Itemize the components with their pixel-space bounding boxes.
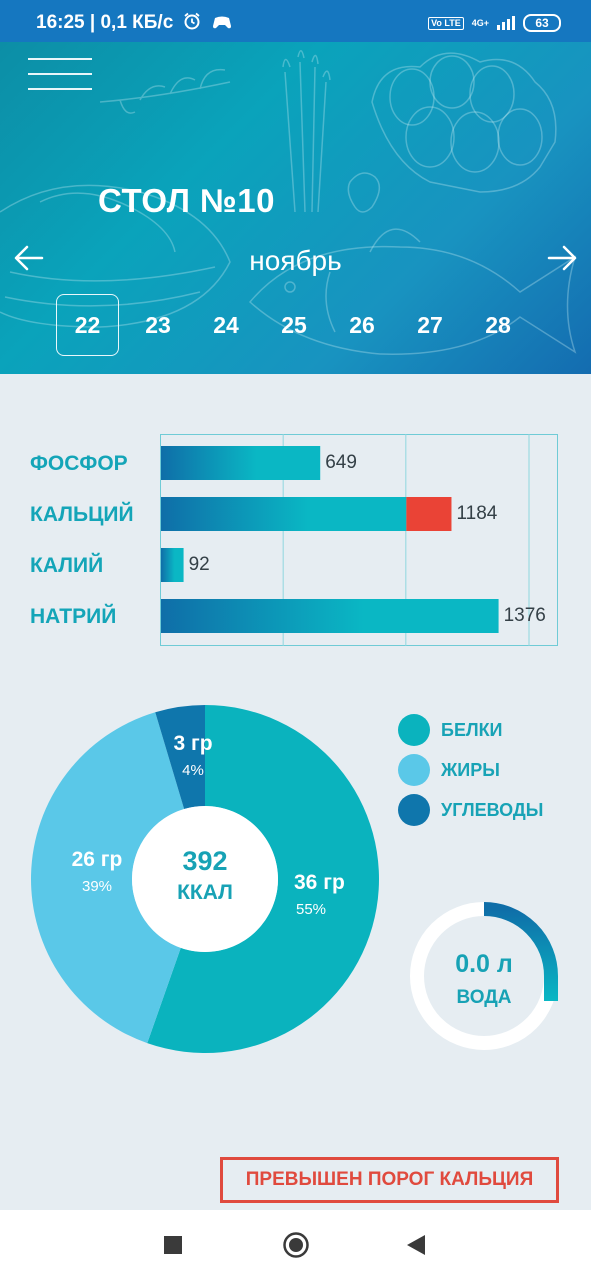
legend-item-carbs: УГЛЕВОДЫ xyxy=(398,790,543,830)
diet-title: СТОЛ №10 xyxy=(98,182,276,219)
date-item[interactable]: 23 xyxy=(145,311,171,338)
legend-swatch xyxy=(398,714,430,746)
home-icon[interactable] xyxy=(282,1231,310,1259)
mineral-bar xyxy=(161,446,321,480)
slice-label-carbs: 3 гр 4% xyxy=(161,732,225,779)
food-sketch-background xyxy=(0,50,577,355)
proteins-percent: 55% xyxy=(296,901,327,918)
mineral-label-calcium: КАЛЬЦИЙ xyxy=(30,503,134,526)
chart-bars xyxy=(161,446,499,633)
month-label: ноябрь xyxy=(249,245,342,276)
donut-hole xyxy=(132,806,278,952)
water-ring[interactable] xyxy=(408,900,560,1052)
mineral-label-sodium: НАТРИЙ xyxy=(30,605,117,628)
chart-frame xyxy=(160,434,558,646)
mineral-value-label: 649 xyxy=(325,452,357,473)
gamepad-icon xyxy=(212,16,231,29)
arrow-left-icon[interactable] xyxy=(12,240,46,276)
volte-badge: Vo LTE xyxy=(428,16,464,30)
mineral-label-potassium: КАЛИЙ xyxy=(30,554,104,577)
arrow-right-icon[interactable] xyxy=(545,240,579,276)
menu-icon xyxy=(28,58,92,90)
macros-legend: БЕЛКИ ЖИРЫ УГЛЕВОДЫ xyxy=(398,710,543,830)
mineral-bar xyxy=(161,599,499,633)
slice-label-fats: 26 гр 39% xyxy=(52,848,142,895)
date-item-selected[interactable]: 22 xyxy=(56,294,119,356)
mineral-bar xyxy=(161,548,184,582)
network-speed: 0,1 КБ/с xyxy=(100,12,174,33)
date-item[interactable]: 28 xyxy=(485,311,511,338)
legend-swatch xyxy=(398,754,430,786)
legend-item-fats: ЖИРЫ xyxy=(398,750,543,790)
mineral-value-label: 92 xyxy=(188,554,210,575)
calories-unit: ККАЛ xyxy=(177,881,233,904)
mineral-bar-exceeded xyxy=(406,497,452,531)
status-icons: Vo LTE 4G+ 63 xyxy=(428,14,561,32)
mineral-value-label: 1184 xyxy=(456,503,498,524)
mineral-label-phosphorus: ФОСФОР xyxy=(30,452,128,475)
water-ring-arc xyxy=(483,902,558,1001)
water-value: 0.0 л xyxy=(455,950,513,978)
minerals-chart-svg xyxy=(160,434,558,646)
calories-value: 392 xyxy=(182,846,228,876)
macros-donut-chart xyxy=(30,705,379,1053)
clock: 16:25 xyxy=(36,12,85,33)
battery-icon: 63 xyxy=(523,14,561,32)
legend-label: ЖИРЫ xyxy=(441,759,500,780)
network-type: 4G+ xyxy=(471,18,489,28)
carbs-grams: 3 гр xyxy=(173,732,213,755)
menu-button[interactable] xyxy=(28,58,92,98)
battery-level: 63 xyxy=(535,16,549,30)
slice-label-proteins: 36 гр 55% xyxy=(281,871,365,918)
date-strip: 22 23 24 25 26 27 28 xyxy=(56,294,532,356)
mineral-bar xyxy=(161,497,407,531)
mineral-value-label: 1376 xyxy=(503,605,546,626)
status-bar: 16:25 | 0,1 КБ/с Vo LTE 4G+ 63 xyxy=(0,0,591,42)
back-icon[interactable] xyxy=(405,1234,427,1256)
water-widget: 0.0 л ВОДА xyxy=(408,950,560,1009)
date-item[interactable]: 27 xyxy=(417,311,443,338)
header: СТОЛ №10 ноябрь 22 23 24 25 26 27 28 xyxy=(0,42,591,374)
date-item[interactable]: 26 xyxy=(349,311,375,338)
calories-center: 392 ККАЛ xyxy=(150,846,260,905)
donut-slice-ЖИРЫ xyxy=(30,712,185,1044)
carbs-percent: 4% xyxy=(182,762,204,779)
date-item[interactable]: 25 xyxy=(281,311,307,338)
signal-icon xyxy=(497,16,515,30)
minerals-chart: 649 1184 92 1376 xyxy=(160,434,558,646)
donut-slice-БЕЛКИ xyxy=(147,705,379,1053)
legend-label: УГЛЕВОДЫ xyxy=(441,799,544,820)
proteins-grams: 36 гр xyxy=(294,871,345,894)
fats-percent: 39% xyxy=(81,878,113,895)
legend-label: БЕЛКИ xyxy=(441,719,503,740)
system-nav-bar xyxy=(0,1210,591,1280)
legend-item-proteins: БЕЛКИ xyxy=(398,710,543,750)
water-label: ВОДА xyxy=(456,987,512,1008)
fats-grams: 26 гр xyxy=(71,848,123,871)
calcium-warning[interactable]: ПРЕВЫШЕН ПОРОГ КАЛЬЦИЯ xyxy=(220,1157,559,1203)
date-item[interactable]: 24 xyxy=(213,311,239,338)
donut-slice-УГЛЕВОДЫ xyxy=(155,705,205,810)
alarm-icon xyxy=(183,12,200,30)
legend-swatch xyxy=(398,794,430,826)
recents-icon[interactable] xyxy=(163,1235,183,1255)
status-time: 16:25 | 0,1 КБ/с xyxy=(36,12,232,34)
